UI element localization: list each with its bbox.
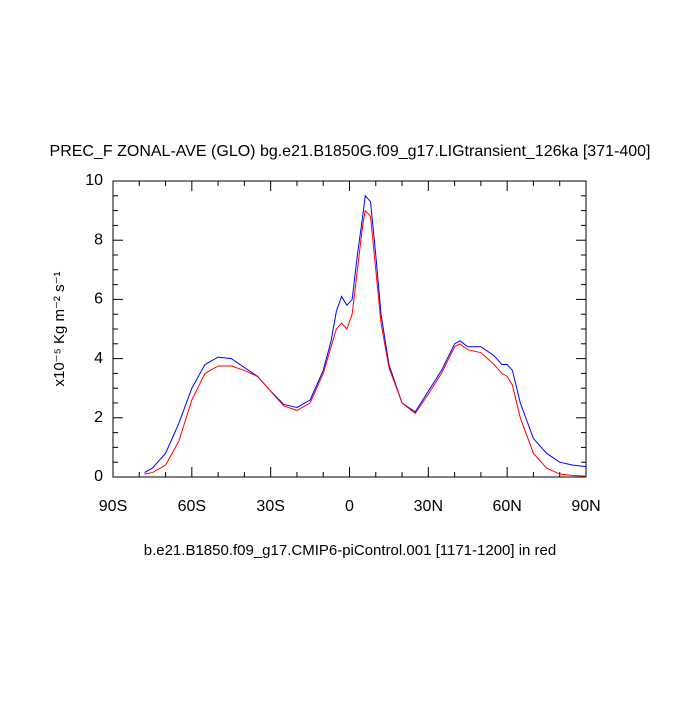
y-tick-label: 8 <box>94 231 103 248</box>
x-tick-label: 30S <box>256 498 284 515</box>
y-axis-label: x10⁻⁵ Kg m⁻² s⁻¹ <box>51 272 68 387</box>
x-tick-label: 30N <box>414 498 443 515</box>
x-tick-label: 90S <box>99 498 127 515</box>
y-tick-label: 0 <box>94 468 103 485</box>
y-tick-label: 4 <box>94 350 103 367</box>
data-line <box>144 209 587 477</box>
y-tick-label: 10 <box>85 172 103 189</box>
chart-title: PREC_F ZONAL-AVE (GLO) bg.e21.B1850G.f09… <box>50 143 651 160</box>
x-axis-label: b.e21.B1850.f09_g17.CMIP6-piControl.001 … <box>144 542 557 559</box>
x-tick-label: 0 <box>345 498 354 515</box>
plot-frame <box>112 180 587 478</box>
x-tick-label: 60N <box>492 498 521 515</box>
x-tick-label: 90N <box>571 498 600 515</box>
y-tick-label: 2 <box>94 409 103 426</box>
x-tick-label: 60S <box>178 498 206 515</box>
data-line <box>144 194 587 473</box>
y-tick-label: 6 <box>94 291 103 308</box>
